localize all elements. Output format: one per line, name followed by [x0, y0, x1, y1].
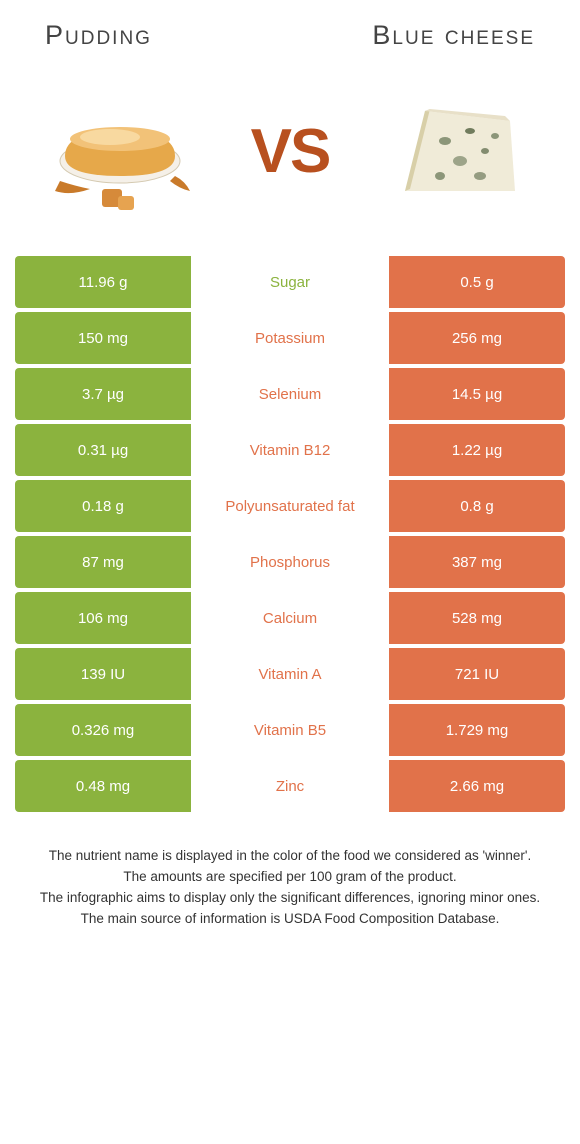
table-row: 0.18 gPolyunsaturated fat0.8 g [15, 480, 565, 532]
pudding-image [40, 81, 200, 221]
table-row: 0.326 mgVitamin B51.729 mg [15, 704, 565, 756]
right-value-cell: 0.8 g [389, 480, 565, 532]
table-row: 150 mgPotassium256 mg [15, 312, 565, 364]
right-value-cell: 1.22 µg [389, 424, 565, 476]
right-value-cell: 2.66 mg [389, 760, 565, 812]
footer-line-3: The infographic aims to display only the… [30, 888, 550, 909]
nutrient-label-cell: Polyunsaturated fat [191, 480, 389, 532]
right-value-cell: 256 mg [389, 312, 565, 364]
table-row: 3.7 µgSelenium14.5 µg [15, 368, 565, 420]
nutrient-label-cell: Vitamin B5 [191, 704, 389, 756]
left-value-cell: 139 IU [15, 648, 191, 700]
left-food-title: Pudding [45, 20, 152, 51]
left-value-cell: 0.18 g [15, 480, 191, 532]
nutrient-label-cell: Sugar [191, 256, 389, 308]
nutrient-label-cell: Phosphorus [191, 536, 389, 588]
nutrient-label-cell: Vitamin B12 [191, 424, 389, 476]
nutrient-label-cell: Calcium [191, 592, 389, 644]
left-value-cell: 3.7 µg [15, 368, 191, 420]
table-row: 139 IUVitamin A721 IU [15, 648, 565, 700]
left-value-cell: 87 mg [15, 536, 191, 588]
left-value-cell: 106 mg [15, 592, 191, 644]
table-row: 106 mgCalcium528 mg [15, 592, 565, 644]
table-row: 11.96 gSugar0.5 g [15, 256, 565, 308]
right-food-title: Blue cheese [372, 20, 535, 51]
nutrient-label-cell: Potassium [191, 312, 389, 364]
right-value-cell: 1.729 mg [389, 704, 565, 756]
nutrient-label-cell: Selenium [191, 368, 389, 420]
footer-notes: The nutrient name is displayed in the co… [15, 816, 565, 940]
left-value-cell: 0.326 mg [15, 704, 191, 756]
table-row: 0.31 µgVitamin B121.22 µg [15, 424, 565, 476]
right-value-cell: 387 mg [389, 536, 565, 588]
left-value-cell: 0.31 µg [15, 424, 191, 476]
nutrient-label-cell: Zinc [191, 760, 389, 812]
cheese-image [380, 81, 540, 221]
images-row: VS [15, 76, 565, 256]
left-value-cell: 0.48 mg [15, 760, 191, 812]
table-row: 87 mgPhosphorus387 mg [15, 536, 565, 588]
left-value-cell: 11.96 g [15, 256, 191, 308]
right-value-cell: 528 mg [389, 592, 565, 644]
footer-line-2: The amounts are specified per 100 gram o… [30, 867, 550, 888]
header: Pudding Blue cheese [15, 20, 565, 76]
right-value-cell: 721 IU [389, 648, 565, 700]
vs-label: VS [251, 116, 330, 187]
nutrient-label-cell: Vitamin A [191, 648, 389, 700]
right-value-cell: 14.5 µg [389, 368, 565, 420]
left-value-cell: 150 mg [15, 312, 191, 364]
footer-line-1: The nutrient name is displayed in the co… [30, 846, 550, 867]
footer-line-4: The main source of information is USDA F… [30, 909, 550, 930]
comparison-table: 11.96 gSugar0.5 g150 mgPotassium256 mg3.… [15, 256, 565, 812]
table-row: 0.48 mgZinc2.66 mg [15, 760, 565, 812]
right-value-cell: 0.5 g [389, 256, 565, 308]
